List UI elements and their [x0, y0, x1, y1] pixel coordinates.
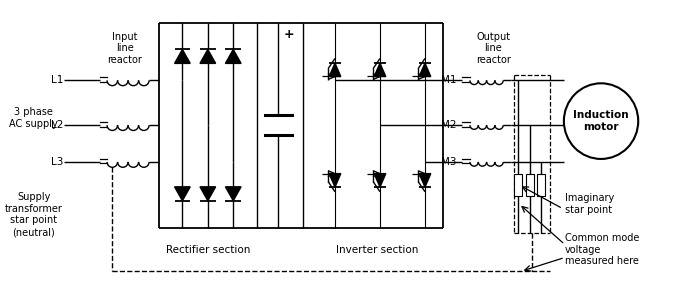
Text: M1: M1 — [441, 75, 456, 85]
Text: +: + — [284, 28, 294, 41]
Polygon shape — [374, 174, 386, 187]
Polygon shape — [329, 63, 341, 76]
Text: Rectifier section: Rectifier section — [166, 245, 250, 255]
Bar — [537, 174, 545, 196]
Circle shape — [564, 83, 639, 159]
Bar — [526, 174, 534, 196]
Text: 3 phase
AC supply: 3 phase AC supply — [10, 107, 58, 129]
Text: Inverter section: Inverter section — [337, 245, 419, 255]
Polygon shape — [200, 49, 216, 64]
Polygon shape — [419, 174, 431, 187]
Text: Output
line
reactor: Output line reactor — [476, 32, 511, 65]
Text: Imaginary
star point: Imaginary star point — [565, 193, 614, 215]
Bar — [514, 174, 522, 196]
Polygon shape — [329, 174, 341, 187]
Text: M3: M3 — [441, 157, 456, 167]
Text: Input
line
reactor: Input line reactor — [107, 32, 142, 65]
Text: Common mode
voltage
measured here: Common mode voltage measured here — [565, 233, 639, 266]
Polygon shape — [200, 187, 216, 201]
Polygon shape — [175, 49, 190, 64]
Text: L2: L2 — [51, 120, 63, 130]
Polygon shape — [175, 187, 190, 201]
Polygon shape — [374, 63, 386, 76]
Text: Supply
transformer
star point
(neutral): Supply transformer star point (neutral) — [5, 192, 63, 237]
Polygon shape — [226, 49, 241, 64]
Text: Induction
motor: Induction motor — [573, 110, 629, 132]
Text: M2: M2 — [441, 120, 456, 130]
Text: L1: L1 — [51, 75, 63, 85]
Polygon shape — [226, 187, 241, 201]
Text: L3: L3 — [51, 157, 63, 167]
Polygon shape — [419, 63, 431, 76]
